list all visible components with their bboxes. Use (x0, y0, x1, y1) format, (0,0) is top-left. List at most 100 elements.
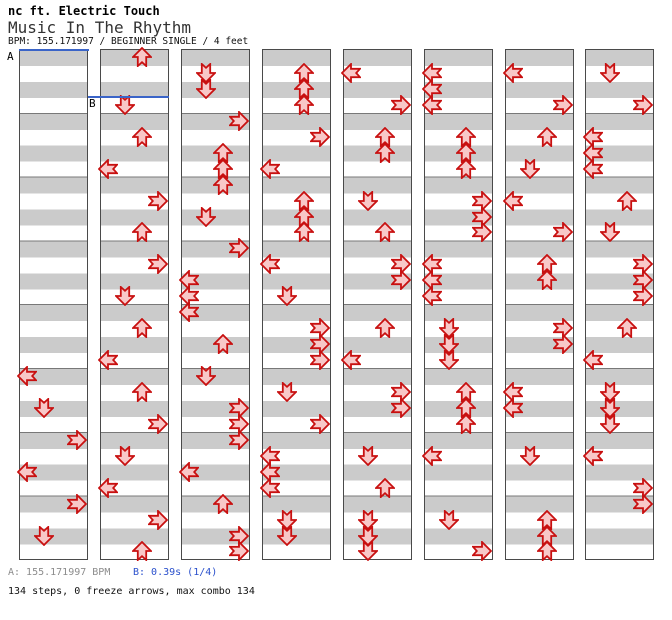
arrow-up-icon (213, 174, 233, 195)
arrow-right-icon (310, 126, 330, 147)
note-column-2 (98, 47, 169, 562)
steps-summary: 134 steps, 0 freeze arrows, max combo 13… (8, 586, 255, 597)
arrow-up-icon (132, 47, 152, 67)
arrow-right-icon (229, 541, 249, 562)
marker-a-line (19, 48, 89, 51)
arrow-up-icon (294, 222, 314, 243)
note-column-3 (179, 49, 250, 562)
arrow-down-icon (34, 525, 54, 546)
arrow-right-icon (229, 238, 249, 259)
arrow-up-icon (132, 381, 152, 402)
arrow-down-icon (358, 445, 378, 466)
arrow-down-icon (600, 62, 620, 83)
marker-b-label: B (89, 96, 96, 110)
marker-b-line (88, 95, 169, 98)
arrow-right-icon (148, 254, 168, 275)
arrow-up-icon (132, 318, 152, 339)
arrow-right-icon (472, 541, 492, 562)
arrow-right-icon (67, 429, 87, 450)
arrow-left-icon (503, 397, 523, 418)
arrow-left-icon (341, 62, 361, 83)
arrow-down-icon (358, 541, 378, 562)
arrow-up-icon (132, 222, 152, 243)
arrow-up-icon (537, 541, 557, 562)
arrow-down-icon (196, 206, 216, 227)
arrow-up-icon (294, 78, 314, 99)
note-column-4 (260, 49, 331, 560)
arrow-left-icon (98, 350, 118, 371)
arrow-up-icon (456, 158, 476, 179)
arrow-up-icon (537, 126, 557, 147)
arrow-down-icon (115, 94, 135, 115)
arrow-left-icon (422, 286, 442, 307)
arrow-left-icon (503, 190, 523, 211)
arrow-down-icon (439, 334, 459, 355)
arrow-up-icon (294, 190, 314, 211)
arrow-down-icon (196, 62, 216, 83)
arrow-left-icon (98, 158, 118, 179)
arrow-up-icon (294, 94, 314, 115)
arrow-up-icon (375, 222, 395, 243)
arrow-up-icon (456, 381, 476, 402)
song-title: Music In The Rhythm (8, 18, 192, 37)
arrow-up-icon (375, 126, 395, 147)
chart-info: BPM: 155.171997 / BEGINNER SINGLE / 4 fe… (8, 36, 249, 47)
arrow-right-icon (310, 413, 330, 434)
arrow-down-icon (115, 286, 135, 307)
arrow-left-icon (583, 445, 603, 466)
arrow-left-icon (503, 62, 523, 83)
arrow-right-icon (148, 509, 168, 530)
marker-b-summary: B: 0.39s (1/4) (133, 567, 218, 578)
arrow-left-icon (17, 461, 37, 482)
arrow-down-icon (600, 381, 620, 402)
arrow-down-icon (358, 190, 378, 211)
arrow-left-icon (179, 302, 199, 323)
arrow-up-icon (375, 318, 395, 339)
arrow-up-icon (375, 477, 395, 498)
arrow-right-icon (391, 270, 411, 291)
arrow-down-icon (115, 445, 135, 466)
arrow-left-icon (179, 461, 199, 482)
arrow-down-icon (196, 366, 216, 386)
arrow-down-icon (358, 509, 378, 530)
arrow-left-icon (260, 254, 280, 275)
note-column-1 (17, 49, 88, 560)
marker-a-label: A (7, 49, 14, 63)
arrow-down-icon (196, 78, 216, 99)
arrow-up-icon (537, 254, 557, 275)
arrow-left-icon (260, 477, 280, 498)
arrow-down-icon (439, 509, 459, 530)
arrow-down-icon (34, 397, 54, 418)
arrow-up-icon (537, 525, 557, 546)
arrow-right-icon (148, 190, 168, 211)
arrow-up-icon (213, 142, 233, 163)
arrow-down-icon (277, 525, 297, 546)
arrow-left-icon (422, 94, 442, 115)
arrow-right-icon (633, 94, 653, 115)
arrow-up-icon (294, 62, 314, 83)
arrow-left-icon (98, 477, 118, 498)
arrow-down-icon (277, 509, 297, 530)
arrow-up-icon (617, 190, 637, 211)
arrow-up-icon (294, 206, 314, 227)
arrow-down-icon (358, 525, 378, 546)
arrow-left-icon (583, 350, 603, 371)
arrow-right-icon (229, 429, 249, 450)
marker-a-summary: A: 155.171997 BPM (8, 567, 111, 578)
arrow-right-icon (310, 350, 330, 371)
arrow-down-icon (439, 318, 459, 339)
arrow-right-icon (553, 334, 573, 355)
note-column-6 (422, 49, 493, 562)
arrow-down-icon (277, 286, 297, 307)
arrow-right-icon (391, 397, 411, 418)
arrow-right-icon (229, 110, 249, 131)
arrow-left-icon (583, 158, 603, 179)
note-column-7 (503, 49, 574, 562)
page-title: nc ft. Electric Touch (8, 4, 160, 18)
arrow-right-icon (553, 94, 573, 115)
arrow-right-icon (553, 222, 573, 243)
arrow-down-icon (520, 445, 540, 466)
arrow-up-icon (456, 142, 476, 163)
